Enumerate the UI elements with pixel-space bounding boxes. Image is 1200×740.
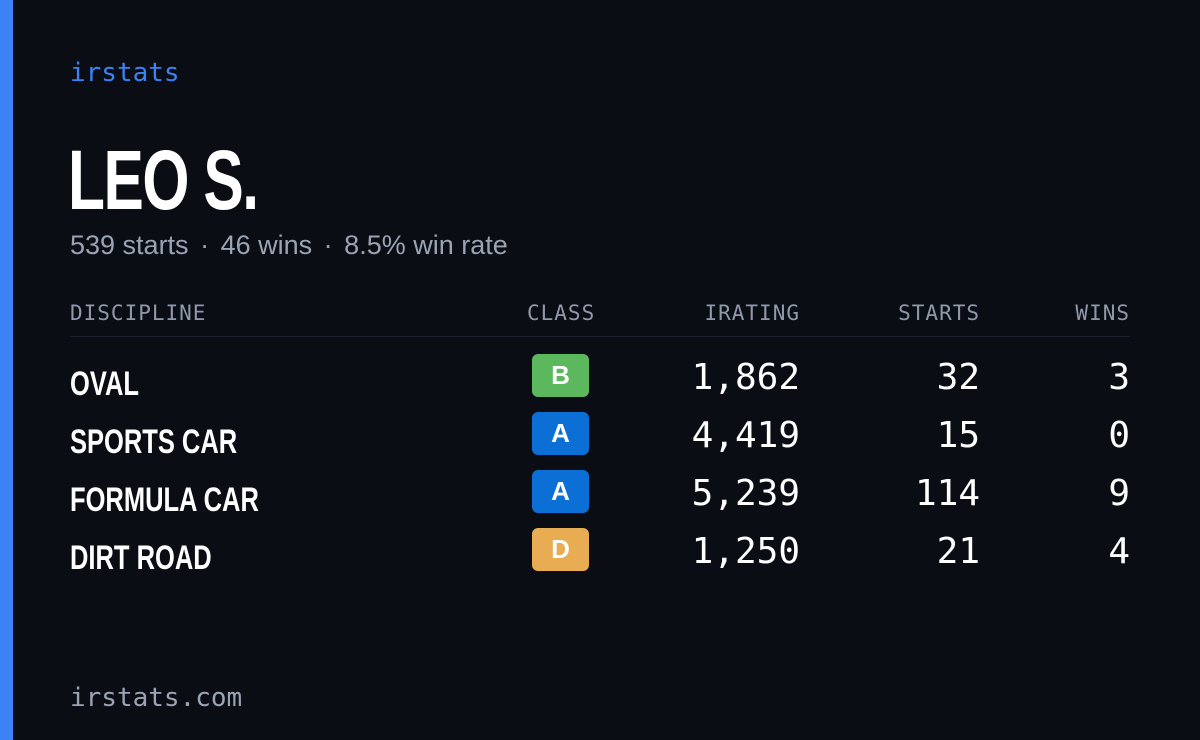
- wins-value: 9: [1108, 473, 1130, 514]
- header-class: CLASS: [527, 301, 596, 325]
- table-header: DISCIPLINE CLASS IRATING STARTS WINS: [70, 298, 1130, 337]
- win-rate: 8.5% win rate: [344, 230, 508, 260]
- header-irating: IRATING: [704, 301, 800, 325]
- driver-summary: 539 starts · 46 wins · 8.5% win rate: [70, 226, 508, 264]
- table-row: DIRT ROAD D 1,250 21 4: [70, 528, 1130, 578]
- starts-value: 114: [914, 473, 980, 514]
- table-row: OVAL B 1,862 32 3: [70, 354, 1130, 404]
- wins-count: 46 wins: [220, 230, 313, 260]
- wins-value: 3: [1108, 357, 1130, 398]
- class-badge: A: [532, 412, 589, 455]
- header-discipline: DISCIPLINE: [70, 301, 207, 325]
- footer-url: irstats.com: [70, 683, 243, 713]
- starts-value: 21: [936, 531, 980, 572]
- driver-name: LEO S.: [68, 133, 259, 227]
- header-wins: WINS: [1075, 301, 1130, 325]
- wins-value: 0: [1108, 415, 1130, 456]
- table-row: FORMULA CAR A 5,239 114 9: [70, 470, 1130, 520]
- discipline-name: OVAL: [70, 365, 139, 403]
- irating-value: 1,250: [691, 531, 800, 572]
- accent-bar: [0, 0, 13, 740]
- brand-logo-text: irstats: [70, 58, 180, 88]
- starts-value: 32: [936, 357, 980, 398]
- irating-value: 4,419: [691, 415, 800, 456]
- class-badge: D: [532, 528, 589, 571]
- wins-value: 4: [1108, 531, 1130, 572]
- header-starts: STARTS: [898, 301, 980, 325]
- separator: ·: [323, 230, 333, 260]
- separator: ·: [200, 230, 210, 260]
- class-badge: B: [532, 354, 589, 397]
- discipline-name: DIRT ROAD: [70, 539, 212, 577]
- irating-value: 1,862: [691, 357, 800, 398]
- irating-value: 5,239: [691, 473, 800, 514]
- starts-count: 539 starts: [70, 230, 189, 260]
- class-badge: A: [532, 470, 589, 513]
- discipline-name: SPORTS CAR: [70, 423, 238, 461]
- table-row: SPORTS CAR A 4,419 15 0: [70, 412, 1130, 462]
- starts-value: 15: [936, 415, 980, 456]
- discipline-name: FORMULA CAR: [70, 481, 259, 519]
